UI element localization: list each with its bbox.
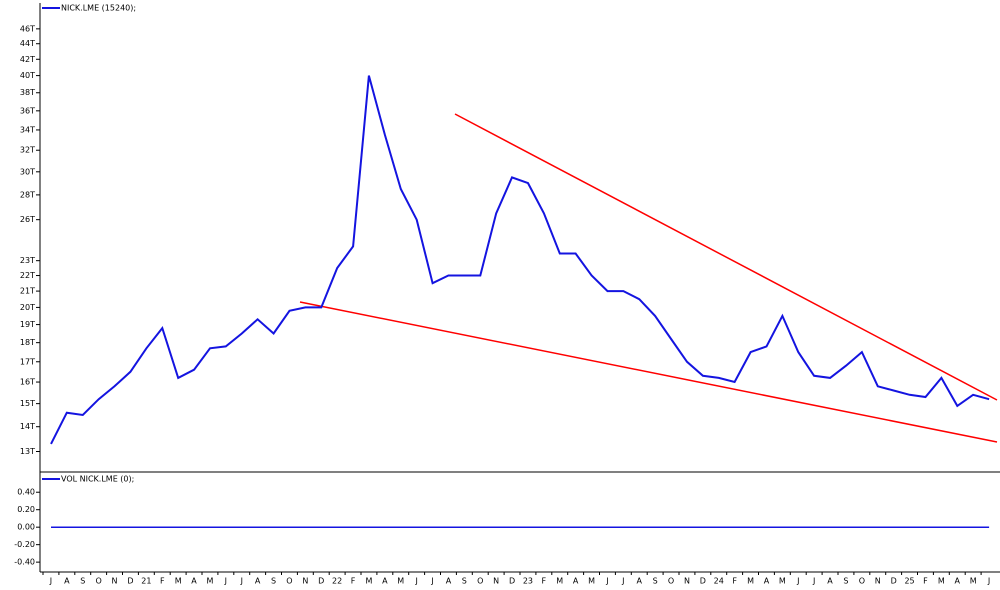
x-tick-label: O (668, 577, 674, 586)
x-tick-label: F (923, 577, 928, 586)
x-tick-label: 25 (904, 577, 914, 586)
y-tick-label: 23T (20, 256, 35, 265)
x-tick-label: M (556, 577, 563, 586)
legend-label: VOL NICK.LME (0); (61, 475, 134, 484)
x-tick-label: O (477, 577, 483, 586)
x-tick-label: F (542, 577, 547, 586)
x-tick-label: S (843, 577, 848, 586)
x-tick-label: D (509, 577, 515, 586)
y-tick-label: 21T (20, 287, 35, 296)
x-tick-label: M (938, 577, 945, 586)
y-tick-label: 38T (20, 88, 35, 97)
x-tick-label: A (637, 577, 643, 586)
y-tick-label: 32T (20, 146, 35, 155)
x-tick-label: F (160, 577, 165, 586)
x-tick-label: M (365, 577, 372, 586)
trend-line (299, 301, 998, 443)
x-tick-label: A (955, 577, 961, 586)
y-tick-label: 13T (20, 447, 35, 456)
x-tick-label: N (302, 577, 308, 586)
x-tick-label: M (747, 577, 754, 586)
y-tick-label: 20T (20, 303, 35, 312)
trend-line (454, 113, 998, 401)
y-tick-label: 18T (20, 338, 35, 347)
y-tick-label: -0.40 (14, 558, 35, 567)
y-tick-label: 17T (20, 357, 35, 366)
x-tick-label: M (206, 577, 213, 586)
x-tick-label: A (446, 577, 452, 586)
y-tick-label: 15T (20, 399, 35, 408)
x-tick-label: S (462, 577, 467, 586)
y-tick-label: -0.20 (14, 540, 35, 549)
x-tick-label: A (827, 577, 833, 586)
y-tick-label: 16T (20, 378, 35, 387)
x-tick-label: 23 (523, 577, 533, 586)
x-tick-label: S (653, 577, 658, 586)
y-tick-label: 0.00 (17, 523, 35, 532)
x-tick-label: J (812, 577, 815, 586)
y-tick-label: 0.40 (17, 488, 35, 497)
y-tick-label: 28T (20, 190, 35, 199)
x-tick-label: A (64, 577, 70, 586)
x-tick-label: M (397, 577, 404, 586)
x-tick-label: A (255, 577, 261, 586)
x-tick-label: D (318, 577, 324, 586)
x-tick-label: 22 (332, 577, 342, 586)
x-tick-label: J (224, 577, 227, 586)
y-tick-label: 44T (20, 39, 35, 48)
x-tick-label: J (49, 577, 52, 586)
x-tick-label: J (987, 577, 990, 586)
x-tick-label: J (414, 577, 417, 586)
x-tick-label: J (240, 577, 243, 586)
y-tick-label: 46T (20, 24, 35, 33)
x-tick-label: M (779, 577, 786, 586)
x-tick-label: N (684, 577, 690, 586)
y-tick-label: 0.20 (17, 505, 35, 514)
x-tick-label: F (732, 577, 737, 586)
x-tick-label: A (573, 577, 579, 586)
y-tick-label: 19T (20, 320, 35, 329)
y-tick-label: 40T (20, 71, 35, 80)
x-tick-label: N (493, 577, 499, 586)
x-tick-label: M (970, 577, 977, 586)
x-tick-label: A (382, 577, 388, 586)
x-tick-label: S (271, 577, 276, 586)
x-tick-label: F (351, 577, 356, 586)
y-tick-label: 14T (20, 422, 35, 431)
y-tick-label: 30T (20, 167, 35, 176)
x-tick-label: J (605, 577, 608, 586)
x-tick-label: O (286, 577, 292, 586)
x-tick-label: A (191, 577, 197, 586)
y-tick-label: 36T (20, 106, 35, 115)
y-tick-label: 26T (20, 215, 35, 224)
y-tick-label: 22T (20, 271, 35, 280)
x-tick-label: 24 (714, 577, 724, 586)
x-tick-label: J (621, 577, 624, 586)
y-tick-label: 34T (20, 125, 35, 134)
price-line (50, 75, 990, 445)
legend-label: NICK.LME (15240); (61, 4, 136, 13)
x-tick-label: M (175, 577, 182, 586)
x-tick-label: M (588, 577, 595, 586)
x-tick-label: J (796, 577, 799, 586)
y-tick-label: 42T (20, 55, 35, 64)
x-tick-label: J (430, 577, 433, 586)
x-tick-label: N (875, 577, 881, 586)
x-tick-label: 21 (141, 577, 151, 586)
x-tick-label: S (80, 577, 85, 586)
x-tick-label: D (891, 577, 897, 586)
x-tick-label: O (859, 577, 865, 586)
x-tick-label: N (112, 577, 118, 586)
x-tick-label: D (700, 577, 706, 586)
x-tick-label: D (127, 577, 133, 586)
x-tick-label: O (96, 577, 102, 586)
x-tick-label: A (764, 577, 770, 586)
